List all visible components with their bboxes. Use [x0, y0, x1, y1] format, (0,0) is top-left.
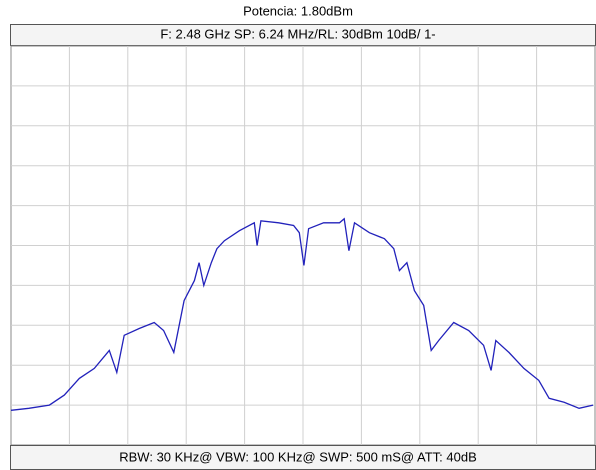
status-text: RBW: 30 KHz@ VBW: 100 KHz@ SWP: 500 mS@ …	[119, 449, 477, 464]
trace	[10, 217, 594, 411]
power-readout: Potencia: 1.80dBm	[243, 3, 353, 18]
plot-area	[10, 45, 596, 446]
settings-text: F: 2.48 GHz SP: 6.24 MHz/RL: 30dBm 10dB/…	[160, 26, 435, 41]
